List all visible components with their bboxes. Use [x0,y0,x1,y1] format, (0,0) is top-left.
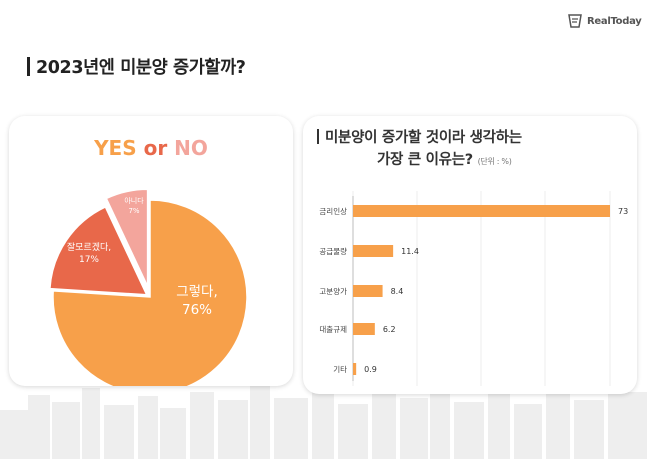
pie-slice-label: 아니다 [124,196,144,205]
bar-category-label: 공급물량 [319,247,347,256]
bar-value-label: 73 [618,207,628,216]
bar-chart: 금리인상 73 공급물량 11.4 고분양가 8.4 대출규제 6.2 기타 0.9 [319,191,628,386]
pie-slice-percent: 7% [128,207,139,215]
pie-chart-title: YES or NO [9,136,293,160]
bar-category-label: 고분양가 [319,287,347,296]
bar-unit-label: (단위 : %) [477,157,512,166]
bar-title-line2: 가장 큰 이유는? [377,152,473,168]
pie-title-or: or [136,136,175,160]
page-heading: 2023년엔 미분양 증가할까? [27,54,246,79]
pie-slice-label: 그렇다, [176,284,218,300]
pie-slice-percent: 17% [79,255,99,265]
page-title: 2023년엔 미분양 증가할까? [36,58,246,78]
pie-slice [52,199,248,386]
pie-slice [105,188,149,287]
bar-category-label: 대출규제 [319,324,347,334]
bar [353,245,394,257]
bar-value-label: 0.9 [364,365,377,374]
bar-category-label: 기타 [333,365,347,374]
bar-value-label: 6.2 [383,325,396,334]
heading-bar [27,57,30,76]
bar [353,363,357,375]
bar [353,205,610,217]
brand-name: RealToday [587,15,642,27]
bar [353,285,383,297]
title-bar [317,129,319,144]
pie-slice-percent: 76% [182,302,212,318]
pie-slice-label: 잘모르겠다, [67,241,111,253]
bar-chart-title: 미분양이 증가할 것이라 생각하는 가장 큰 이유는? (단위 : %) [317,127,522,173]
bar-value-label: 8.4 [391,287,404,296]
bar [353,323,375,335]
logo-icon [568,14,582,28]
brand-logo: RealToday [566,12,642,30]
bar-category-label: 금리인상 [319,206,347,216]
pie-title-yes: YES [94,136,137,160]
pie-chart: 그렇다, 76% 잘모르겠다, 17% 아니다 7% [49,188,248,386]
pie-title-no: NO [174,136,208,160]
pie-chart-card: YES or NO 그렇다, 76% 잘모르겠다, 17% 아니다 7% [9,116,293,386]
bar-value-label: 11.4 [401,247,419,256]
bar-title-line1: 미분양이 증가할 것이라 생각하는 [325,130,522,146]
bar-chart-card: 미분양이 증가할 것이라 생각하는 가장 큰 이유는? (단위 : %) 금리인… [303,116,637,394]
pie-slice [49,205,148,296]
